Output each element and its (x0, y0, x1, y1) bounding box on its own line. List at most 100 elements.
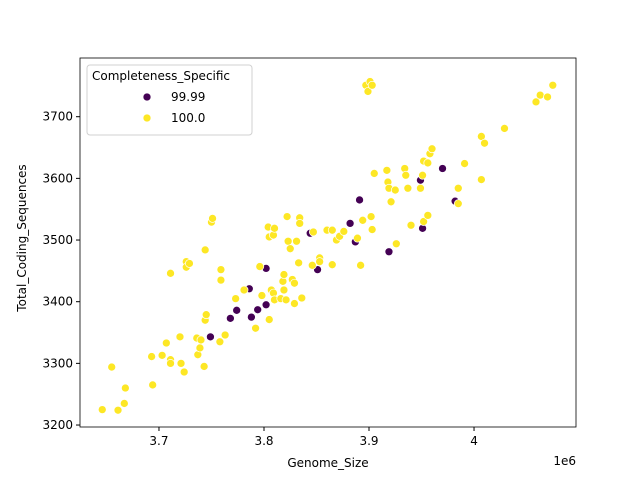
point (121, 383, 130, 393)
point (543, 92, 552, 102)
point (257, 291, 267, 300)
y-tick-label: 3500 (42, 233, 73, 247)
point (239, 285, 249, 295)
point (290, 278, 299, 288)
point (403, 183, 413, 193)
point (423, 158, 433, 168)
point (531, 97, 541, 107)
point (419, 217, 428, 226)
x-axis-label: Genome_Size (287, 456, 368, 470)
point (353, 233, 362, 243)
point (253, 305, 263, 315)
point (339, 227, 349, 236)
point (367, 80, 377, 90)
point (453, 199, 463, 209)
point (220, 330, 230, 340)
point (401, 170, 411, 180)
point (215, 337, 225, 347)
x-tick-label: 4 (470, 434, 478, 448)
legend-label: 100.0 (171, 111, 205, 125)
point (327, 225, 337, 235)
point (157, 350, 167, 360)
point (292, 236, 301, 246)
point (358, 215, 368, 225)
point (345, 219, 355, 228)
point (390, 185, 400, 195)
point (231, 294, 240, 303)
point (460, 159, 469, 168)
point (97, 405, 107, 414)
point (406, 220, 416, 230)
point (161, 338, 171, 348)
point (226, 313, 235, 323)
point (279, 270, 289, 279)
point (185, 259, 194, 268)
x-tick-label: 3.9 (359, 434, 378, 448)
point (255, 262, 265, 271)
point (363, 87, 373, 96)
point (166, 359, 175, 368)
point (206, 332, 215, 342)
point (500, 124, 509, 133)
point (480, 138, 489, 148)
point (367, 225, 377, 234)
point (391, 239, 401, 249)
point (279, 285, 289, 295)
point (208, 214, 217, 223)
point (119, 399, 129, 408)
point (307, 260, 317, 270)
x-tick-label: 3.7 (149, 434, 168, 448)
x-offset-text: 1e6 (553, 454, 576, 468)
point (264, 315, 274, 324)
y-tick-label: 3600 (42, 171, 73, 185)
x-tick-label: 3.8 (254, 434, 273, 448)
point (199, 362, 209, 371)
point (369, 169, 379, 178)
point (179, 367, 189, 377)
point (283, 236, 293, 246)
point (281, 295, 291, 305)
plot-area: 3.7 3.8 3.9 4 3200 3300 3400 3500 3600 3700 Comple… (42, 57, 577, 448)
point (535, 90, 545, 100)
point (175, 332, 185, 342)
point (196, 335, 206, 345)
point (113, 405, 123, 415)
point (295, 219, 305, 228)
point (418, 170, 427, 180)
point (366, 212, 376, 221)
legend-marker (142, 113, 152, 123)
point (355, 195, 364, 205)
point (216, 265, 226, 274)
point (290, 299, 299, 308)
point (147, 352, 156, 361)
point (282, 212, 292, 221)
point (285, 244, 295, 254)
point (297, 293, 307, 303)
point (270, 223, 279, 233)
point (176, 359, 186, 368)
point (201, 310, 211, 319)
legend-title: Completeness_Specific (92, 69, 230, 83)
point (416, 183, 425, 193)
point (148, 380, 158, 390)
point (251, 323, 260, 333)
point (327, 260, 337, 270)
point (356, 260, 365, 270)
point (107, 362, 117, 372)
point (453, 183, 463, 193)
y-tick-label: 3200 (42, 418, 73, 432)
y-tick-label: 3300 (42, 356, 73, 370)
point (261, 300, 271, 310)
point (438, 164, 447, 173)
point (308, 227, 318, 237)
legend-box (86, 64, 253, 136)
legend-marker (142, 92, 152, 102)
point (548, 80, 558, 90)
y-tick-label: 3400 (42, 295, 73, 309)
point (200, 245, 210, 255)
point (247, 312, 256, 322)
legend-label: 99.99 (171, 90, 205, 104)
point (477, 175, 486, 184)
y-axis-label: Total_Coding_Sequences (15, 164, 29, 312)
